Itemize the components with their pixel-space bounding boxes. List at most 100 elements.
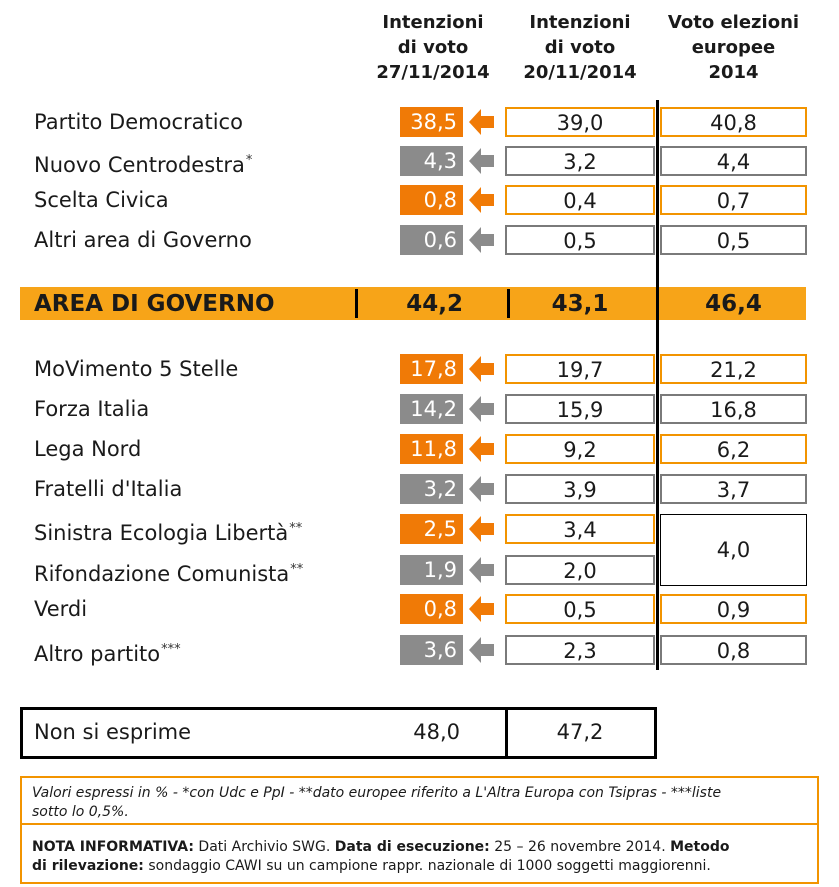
value-europee-cell: 16,8 — [660, 394, 807, 424]
party-name: MoVimento 5 Stelle — [34, 357, 239, 381]
info-label-metodo: Metodo — [670, 839, 730, 855]
value-previous-cell: 39,0 — [505, 107, 655, 137]
value-europee-cell: 0,9 — [660, 594, 807, 624]
header-col-1: Intenzioni di voto 27/11/2014 — [358, 10, 508, 85]
arrow-left-orange-icon — [469, 516, 494, 542]
value-previous-cell: 0,4 — [505, 185, 655, 215]
arrow-left-orange-icon — [469, 596, 494, 622]
area-governo-v3: 46,4 — [705, 291, 762, 317]
party-name: Scelta Civica — [34, 188, 169, 212]
footer-info: NOTA INFORMATIVA: Dati Archivio SWG. Dat… — [32, 838, 730, 876]
header-col-2: Intenzioni di voto 20/11/2014 — [505, 10, 655, 85]
header-col-1-line-2: di voto — [397, 37, 469, 58]
header-col-2-line-1: Intenzioni — [529, 12, 631, 33]
value-current-badge: 0,6 — [400, 225, 463, 255]
arrow-left-gray-icon — [469, 557, 494, 583]
party-name: Altri area di Governo — [34, 228, 252, 252]
party-footnote-mark: ** — [290, 562, 304, 577]
header-col-3-line-3: 2014 — [708, 62, 759, 83]
arrow-left-orange-icon — [469, 109, 494, 135]
value-current-badge: 4,3 — [400, 146, 463, 176]
area-governo-label: AREA DI GOVERNO — [34, 291, 275, 317]
value-current-badge: 11,8 — [400, 434, 463, 464]
party-label: Lega Nord — [34, 434, 141, 464]
header-col-3: Voto elezioni europee 2014 — [660, 10, 807, 85]
party-label: Forza Italia — [34, 394, 149, 424]
header-col-1-line-1: Intenzioni — [382, 12, 484, 33]
value-previous-cell: 9,2 — [505, 434, 655, 464]
party-name: Altro partito — [34, 642, 161, 666]
value-current-badge: 1,9 — [400, 555, 463, 585]
party-name: Sinistra Ecologia Libertà — [34, 521, 289, 545]
value-current-badge: 17,8 — [400, 354, 463, 384]
party-name: Rifondazione Comunista — [34, 562, 290, 586]
party-name: Lega Nord — [34, 437, 142, 461]
value-current-badge: 38,5 — [400, 107, 463, 137]
info-text-method: sondaggio CAWI su un campione rappr. naz… — [143, 858, 711, 874]
party-label: Verdi — [34, 594, 87, 624]
arrow-left-gray-icon — [469, 148, 494, 174]
party-label: Partito Democratico — [34, 107, 243, 137]
non-si-esprime-label: Non si esprime — [34, 720, 192, 744]
header-col-2-line-2: di voto — [544, 37, 616, 58]
value-previous-cell: 0,5 — [505, 594, 655, 624]
arrow-left-gray-icon — [469, 227, 494, 253]
value-current-badge: 3,2 — [400, 474, 463, 504]
info-label-data: Data di esecuzione: — [334, 839, 490, 855]
info-label-nota: NOTA INFORMATIVA: — [32, 839, 194, 855]
footer-note: Valori espressi in % - *con Udc e PpI - … — [32, 784, 721, 822]
party-name: Forza Italia — [34, 397, 150, 421]
party-footnote-mark: *** — [161, 642, 181, 657]
value-europee-cell: 4,4 — [660, 146, 807, 176]
area-governo-v1: 44,2 — [406, 291, 463, 317]
non-si-esprime-v1: 48,0 — [413, 720, 460, 744]
info-label-rilevazione: di rilevazione: — [32, 858, 144, 874]
party-label: Altro partito*** — [34, 635, 181, 666]
arrow-left-orange-icon — [469, 187, 494, 213]
party-name: Verdi — [34, 597, 88, 621]
value-previous-cell: 2,0 — [505, 555, 655, 585]
value-previous-cell: 3,9 — [505, 474, 655, 504]
area-governo-band — [20, 287, 806, 320]
party-label: Rifondazione Comunista** — [34, 555, 304, 586]
value-europee-cell: 0,7 — [660, 185, 807, 215]
party-label: Fratelli d'Italia — [34, 474, 182, 504]
party-name: Partito Democratico — [34, 110, 243, 134]
header-col-1-line-3: 27/11/2014 — [376, 62, 490, 83]
party-label: Scelta Civica — [34, 185, 169, 215]
footer-info-line-1: NOTA INFORMATIVA: Dati Archivio SWG. Dat… — [32, 838, 730, 857]
value-current-badge: 0,8 — [400, 594, 463, 624]
value-current-badge: 2,5 — [400, 514, 463, 544]
footer-note-line-1: Valori espressi in % - *con Udc e PpI - … — [32, 785, 722, 801]
value-europee-cell: 21,2 — [660, 354, 807, 384]
value-current-badge: 3,6 — [400, 635, 463, 665]
value-europee-cell: 6,2 — [660, 434, 807, 464]
footer-note-line-2: sotto lo 0,5%. — [32, 804, 129, 820]
non-si-esprime-box — [20, 707, 657, 759]
party-label: Nuovo Centrodestra* — [34, 146, 253, 177]
arrow-left-orange-icon — [469, 436, 494, 462]
info-text-date: 25 – 26 novembre 2014. — [489, 839, 671, 855]
value-previous-cell: 3,4 — [505, 514, 655, 544]
info-text-dati: Dati Archivio SWG. — [193, 839, 335, 855]
header-col-2-line-3: 20/11/2014 — [523, 62, 637, 83]
value-previous-cell: 3,2 — [505, 146, 655, 176]
party-footnote-mark: ** — [289, 521, 303, 536]
band-divider-1 — [355, 289, 358, 318]
value-previous-cell: 15,9 — [505, 394, 655, 424]
value-europee-cell: 40,8 — [660, 107, 807, 137]
party-name: Fratelli d'Italia — [34, 477, 183, 501]
arrow-left-orange-icon — [469, 356, 494, 382]
party-footnote-mark: * — [245, 153, 253, 168]
value-previous-cell: 19,7 — [505, 354, 655, 384]
column-separator — [656, 100, 659, 670]
non-si-esprime-v2: 47,2 — [556, 720, 604, 744]
value-europee-cell: 0,5 — [660, 225, 807, 255]
party-label: MoVimento 5 Stelle — [34, 354, 238, 384]
value-europee-cell: 0,8 — [660, 635, 807, 665]
footer-box — [20, 776, 819, 884]
arrow-left-gray-icon — [469, 476, 494, 502]
value-current-badge: 0,8 — [400, 185, 463, 215]
value-current-badge: 14,2 — [400, 394, 463, 424]
party-label: Sinistra Ecologia Libertà** — [34, 514, 303, 545]
